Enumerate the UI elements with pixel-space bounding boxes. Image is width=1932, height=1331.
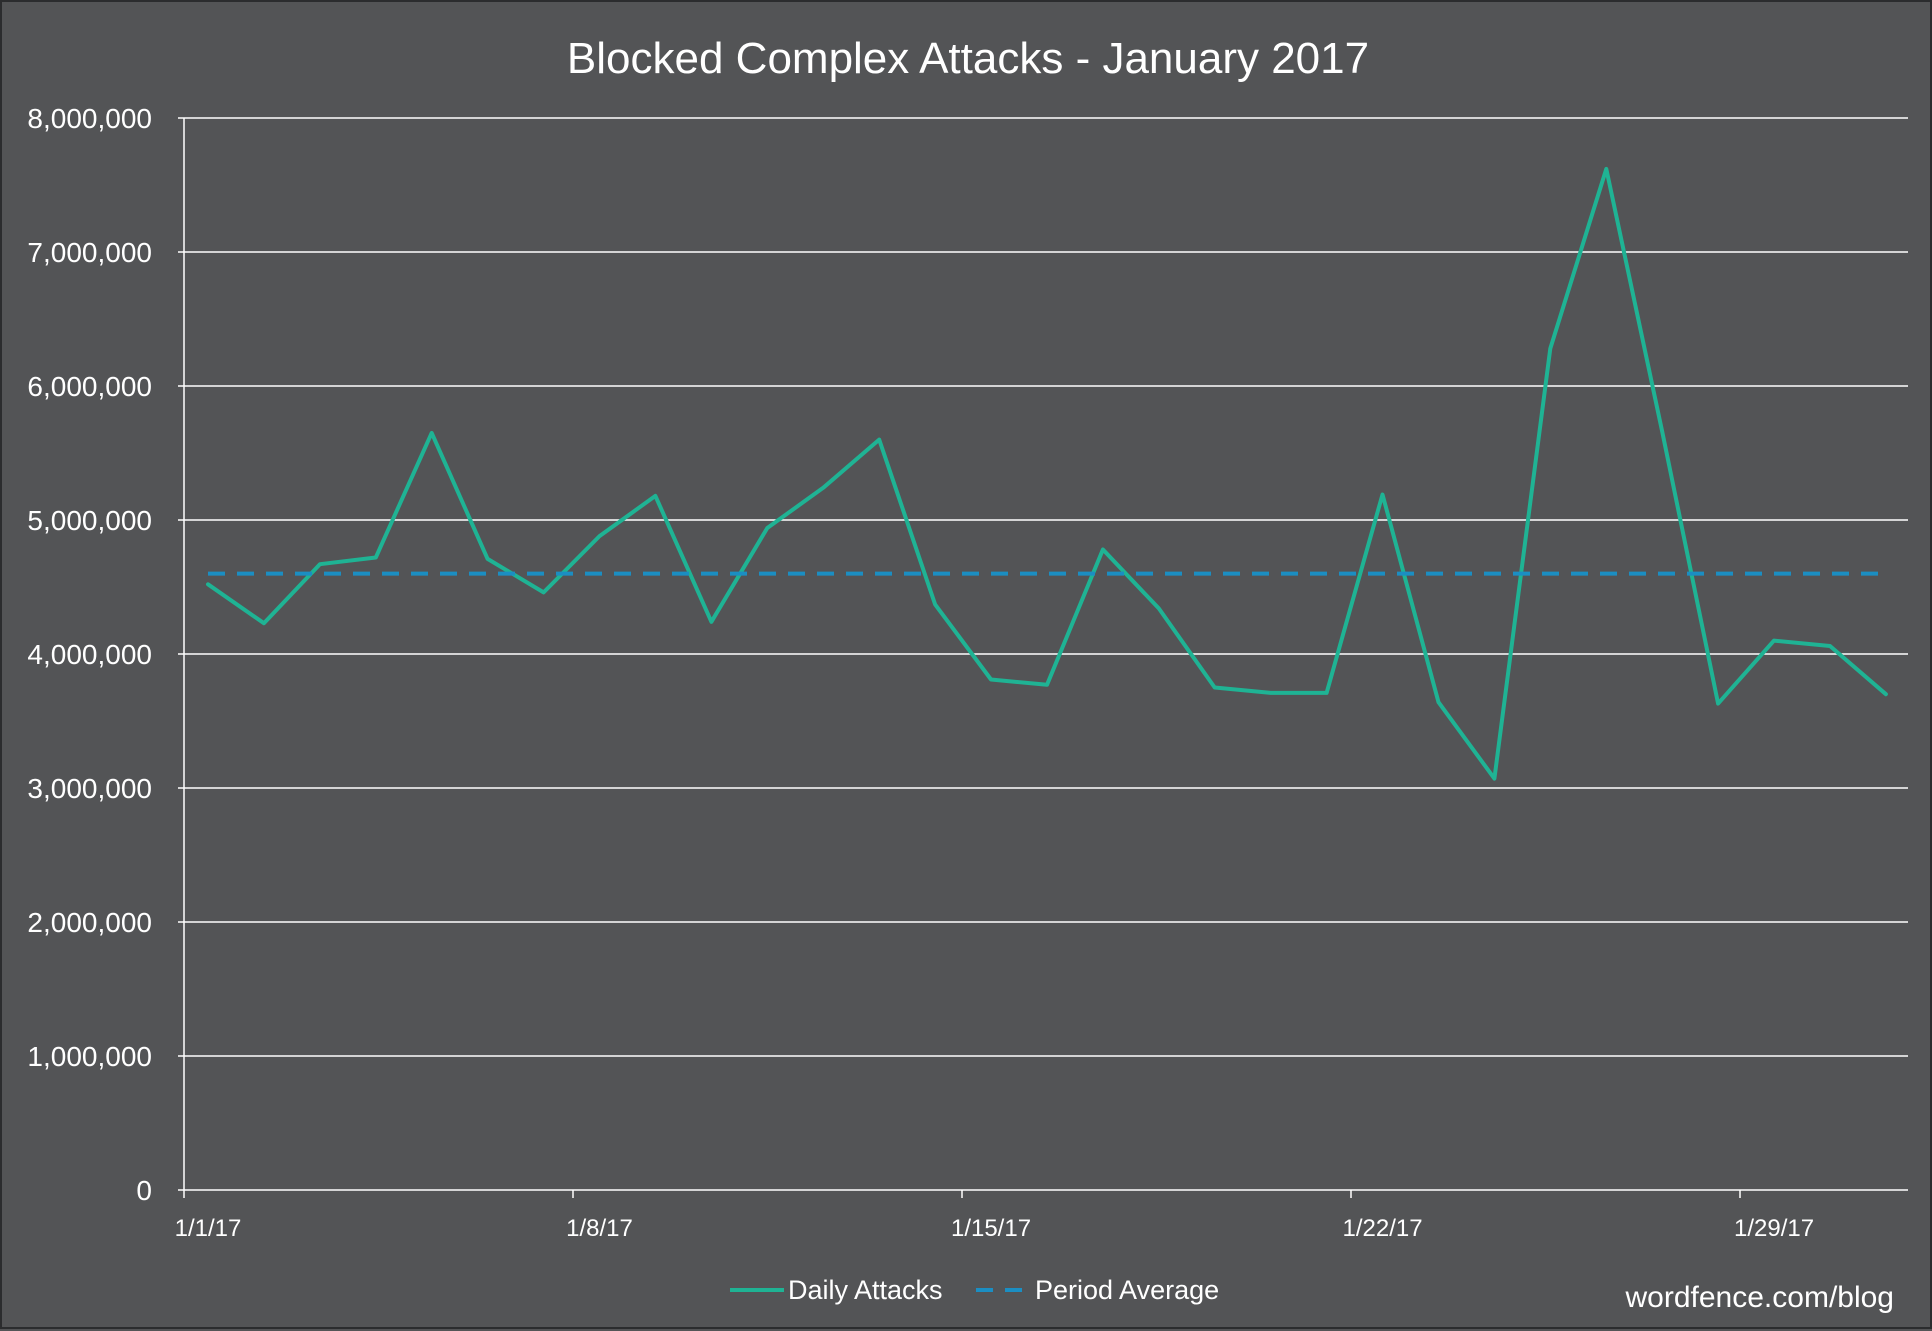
series-lines: [206, 166, 1888, 781]
y-tick-label-1: 1,000,000: [27, 1041, 152, 1072]
y-axis-tick-labels: 0 1,000,000 2,000,000 3,000,000 4,000,000 5,0…: [27, 103, 152, 1206]
chart-title: Blocked Complex Attacks - January 2017: [567, 34, 1369, 83]
y-tick-label-0: 0: [136, 1175, 152, 1206]
x-tick-label-3: 1/22/17: [1342, 1215, 1422, 1242]
y-tick-label-7: 7,000,000: [27, 237, 152, 268]
y-tick-label-8: 8,000,000: [27, 103, 152, 134]
y-tick-label-3: 3,000,000: [27, 773, 152, 804]
x-tick-label-4: 1/29/17: [1734, 1215, 1814, 1242]
axes: [178, 117, 1908, 1198]
x-tick-label-0: 1/1/17: [175, 1215, 242, 1242]
watermark-text: wordfence.com/blog: [1625, 1281, 1894, 1314]
legend-label-0: Daily Attacks: [788, 1275, 943, 1305]
y-tick-label-2: 2,000,000: [27, 907, 152, 938]
gridlines: [184, 117, 1908, 1057]
y-tick-label-6: 6,000,000: [27, 371, 152, 402]
legend: Daily Attacks Period Average: [730, 1275, 1219, 1305]
legend-label-1: Period Average: [1035, 1275, 1219, 1305]
x-axis-tick-labels: 1/1/17 1/8/17 1/15/17 1/22/17 1/29/17: [175, 1215, 1814, 1242]
series-line-daily-attacks: [206, 166, 1888, 781]
y-tick-label-5: 5,000,000: [27, 505, 152, 536]
y-tick-label-4: 4,000,000: [27, 639, 152, 670]
x-tick-label-2: 1/15/17: [951, 1215, 1031, 1242]
x-tick-label-1: 1/8/17: [566, 1215, 633, 1242]
